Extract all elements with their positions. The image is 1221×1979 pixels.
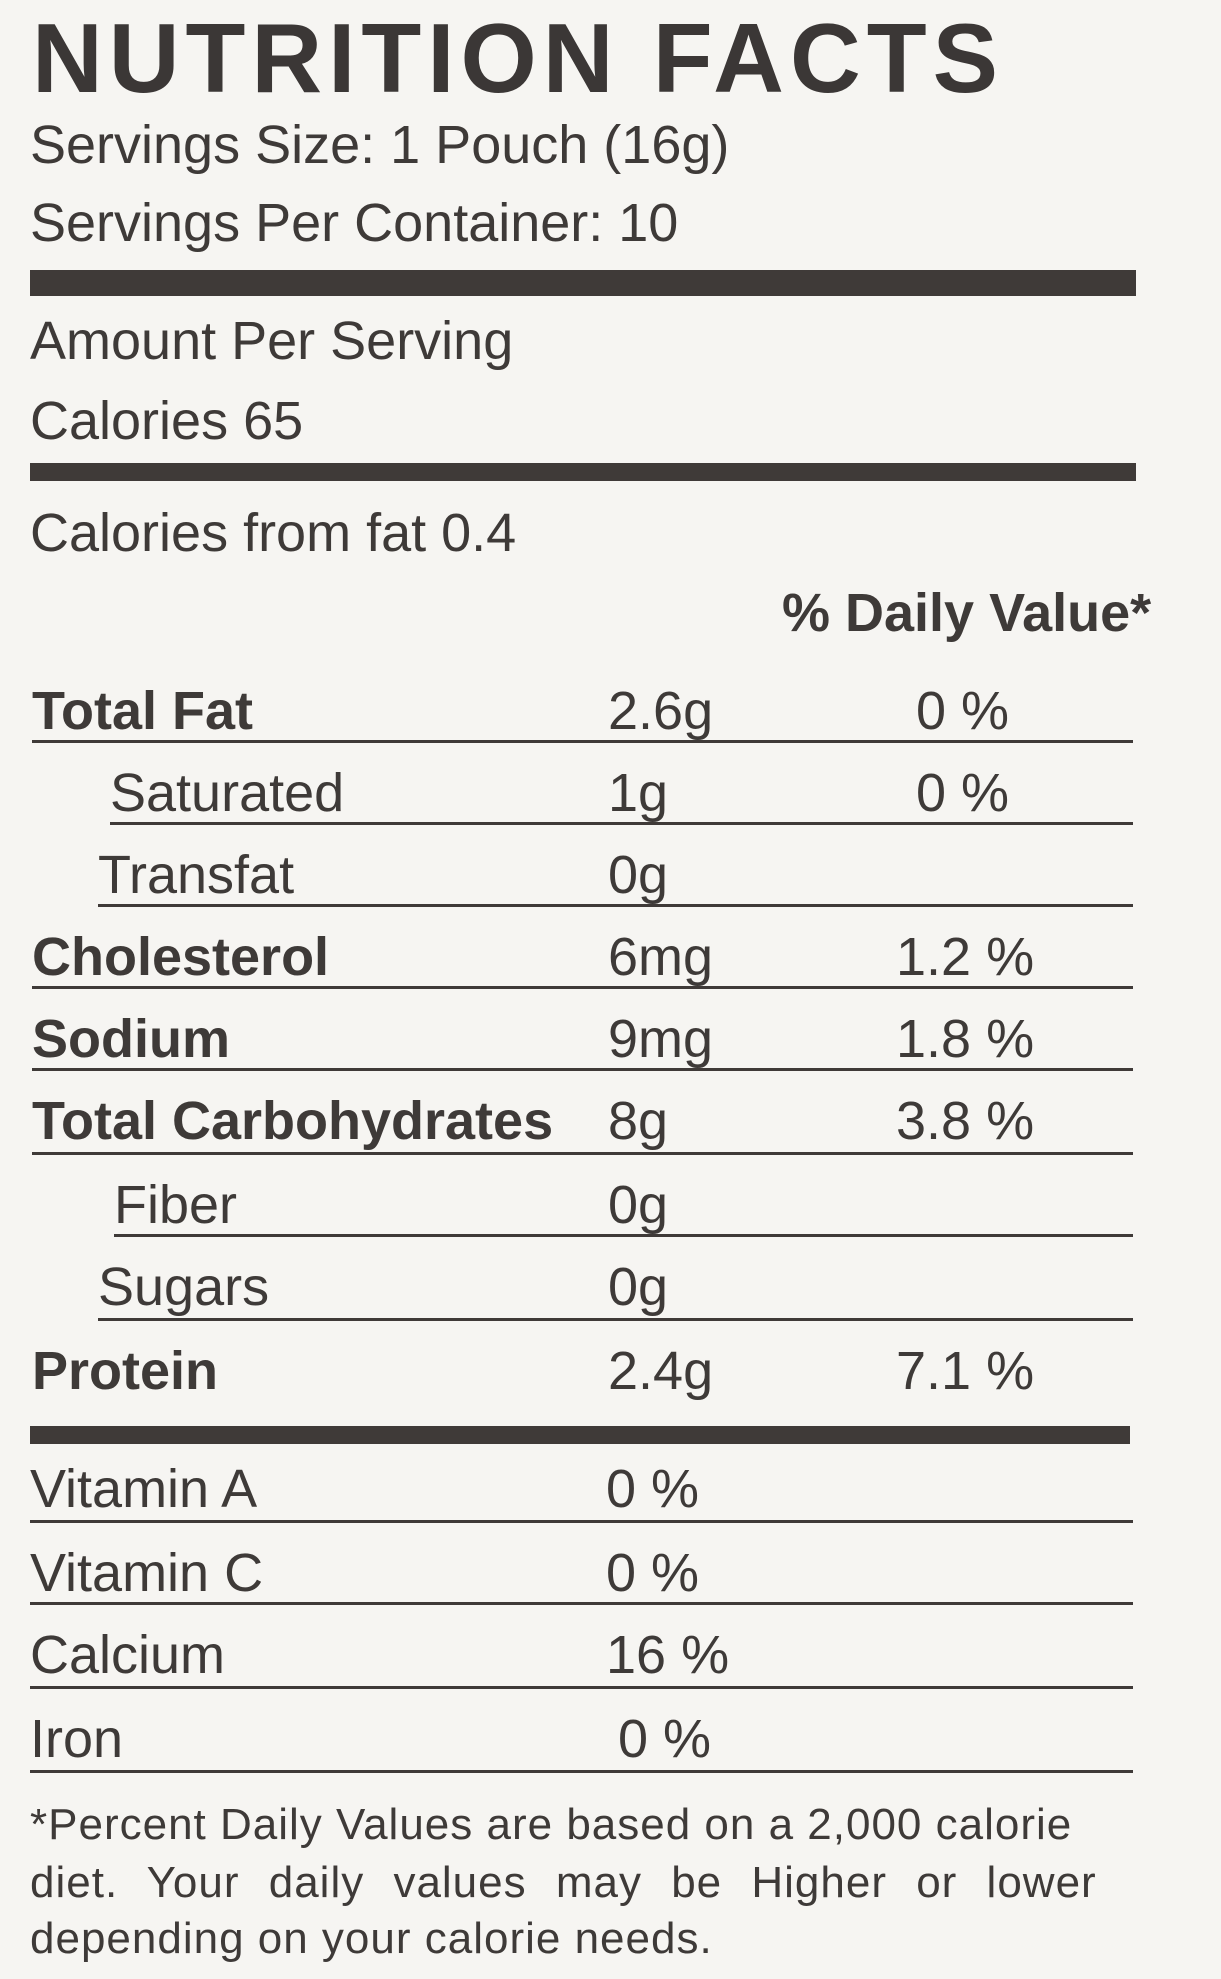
row-divider <box>30 1520 1133 1523</box>
vitamin-value-iron: 0 % <box>618 1709 712 1769</box>
thick-divider-top <box>30 270 1136 296</box>
nutrient-dv-total-carbohydrates: 3.8 % <box>896 1091 1035 1151</box>
row-divider <box>32 1068 1133 1071</box>
thick-divider-vitamins <box>30 1426 1130 1444</box>
thick-divider-calories <box>30 463 1136 481</box>
label-title: NUTRITION FACTS <box>32 3 1004 113</box>
row-divider <box>114 1234 1133 1237</box>
row-divider <box>30 1686 1133 1689</box>
nutrient-amount-total-fat: 2.6g <box>608 681 714 741</box>
vitamin-name-iron: Iron <box>30 1709 124 1769</box>
nutrient-name-total-fat: Total Fat <box>32 681 253 741</box>
row-divider <box>30 1770 1133 1773</box>
nutrient-dv-sodium: 1.8 % <box>896 1009 1035 1069</box>
calories-from-fat: Calories from fat 0.4 <box>30 503 517 563</box>
vitamin-value-c: 0 % <box>606 1543 700 1603</box>
footnote-line-3: depending on your calorie needs. <box>30 1914 713 1963</box>
nutrient-dv-protein: 7.1 % <box>896 1341 1035 1401</box>
amount-per-serving: Amount Per Serving <box>30 311 514 371</box>
nutrient-name-transfat: Transfat <box>98 845 295 905</box>
footnote-line-2: diet. Your daily values may be Higher or… <box>30 1858 1097 1907</box>
servings-per-container: Servings Per Container: 10 <box>30 193 679 253</box>
nutrient-amount-protein: 2.4g <box>608 1341 714 1401</box>
nutrient-name-cholesterol: Cholesterol <box>32 927 330 987</box>
nutrient-name-sodium: Sodium <box>32 1009 230 1069</box>
nutrient-amount-transfat: 0g <box>608 845 669 905</box>
nutrient-amount-sodium: 9mg <box>608 1009 714 1069</box>
nutrient-name-sugars: Sugars <box>98 1257 270 1317</box>
row-divider <box>98 904 1133 907</box>
serving-size: Servings Size: 1 Pouch (16g) <box>30 115 730 175</box>
vitamin-name-c: Vitamin C <box>30 1543 264 1603</box>
row-divider <box>30 1602 1133 1605</box>
nutrient-dv-total-fat: 0 % <box>916 681 1010 741</box>
vitamin-name-a: Vitamin A <box>30 1459 258 1519</box>
nutrient-name-saturated: Saturated <box>110 763 345 823</box>
nutrient-amount-cholesterol: 6mg <box>608 927 714 987</box>
nutrient-amount-sugars: 0g <box>608 1257 669 1317</box>
footnote-line-1: *Percent Daily Values are based on a 2,0… <box>30 1800 1073 1849</box>
nutrient-name-protein: Protein <box>32 1341 219 1401</box>
row-divider <box>32 1152 1133 1155</box>
vitamin-value-a: 0 % <box>606 1459 700 1519</box>
calories: Calories 65 <box>30 391 304 451</box>
vitamin-name-calcium: Calcium <box>30 1625 226 1685</box>
nutrient-amount-total-carbohydrates: 8g <box>608 1091 669 1151</box>
row-divider <box>110 822 1133 825</box>
row-divider <box>32 986 1133 989</box>
vitamin-value-calcium: 16 % <box>606 1625 730 1685</box>
daily-value-header: % Daily Value* <box>782 583 1152 643</box>
nutrient-amount-fiber: 0g <box>608 1175 669 1235</box>
nutrient-amount-saturated: 1g <box>608 763 669 823</box>
nutrient-name-fiber: Fiber <box>114 1175 238 1235</box>
nutrient-dv-cholesterol: 1.2 % <box>896 927 1035 987</box>
nutrient-name-total-carbohydrates: Total Carbohydrates <box>32 1091 554 1151</box>
row-divider <box>98 1318 1133 1321</box>
nutrient-dv-saturated: 0 % <box>916 763 1010 823</box>
row-divider <box>32 740 1133 743</box>
